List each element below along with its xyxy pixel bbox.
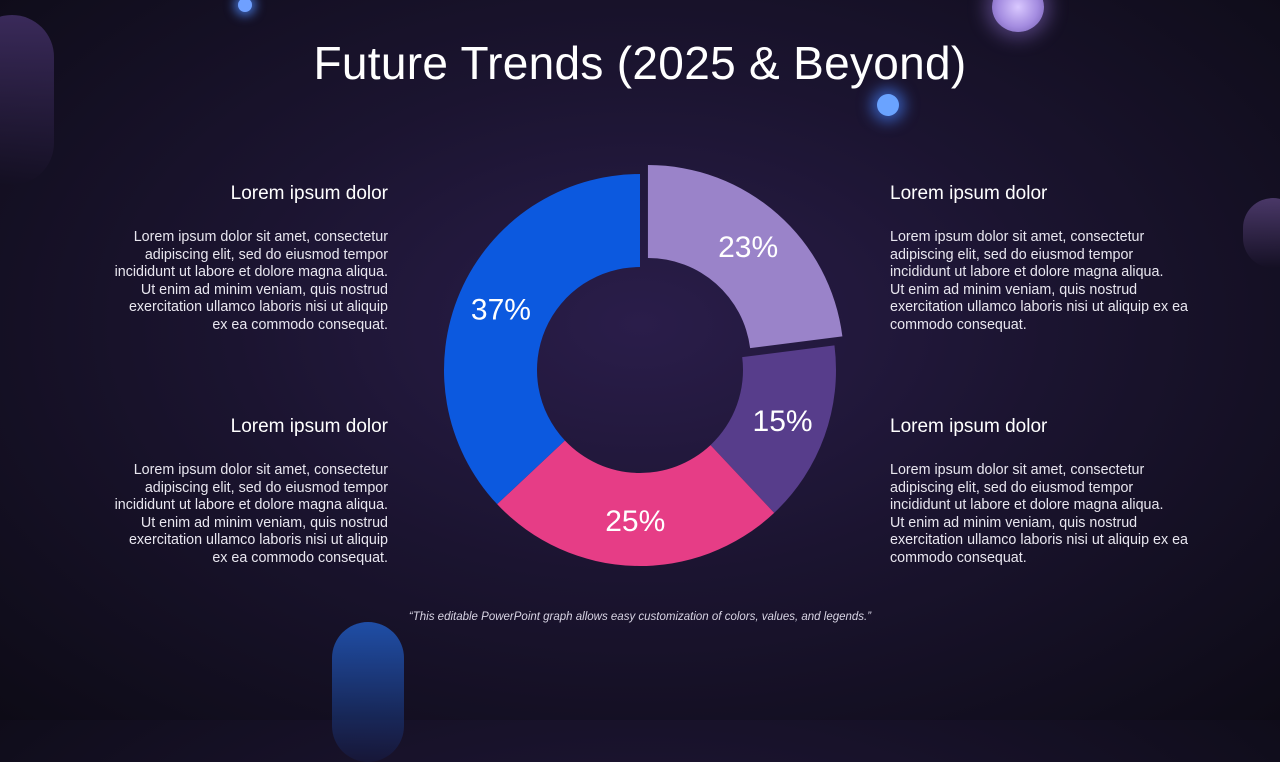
block-body-line-1: Lorem ipsum dolor sit amet, consectetur … bbox=[890, 462, 1164, 514]
slice-label-23: 23% bbox=[718, 231, 778, 264]
block-body-line-1: Lorem ipsum dolor sit amet, consectetur … bbox=[890, 229, 1164, 281]
block-body-line-1: Lorem ipsum dolor sit amet, consectetur … bbox=[114, 229, 388, 281]
block-body-line-2: Ut enim ad minim veniam, quis nostrud ex… bbox=[128, 514, 388, 566]
chart-caption: “This editable PowerPoint graph allows e… bbox=[408, 611, 872, 623]
block-heading: Lorem ipsum dolor bbox=[890, 183, 1048, 204]
block-body-line-2: Ut enim ad minim veniam, quis nostrud ex… bbox=[890, 281, 1189, 333]
slide-title: Future Trends (2025 & Beyond) bbox=[313, 37, 967, 89]
donut-slice-37 bbox=[444, 174, 640, 505]
slice-label-15: 15% bbox=[753, 405, 813, 438]
donut-slice-15 bbox=[710, 345, 836, 513]
slice-label-25: 25% bbox=[605, 505, 665, 538]
block-body-line-1: Lorem ipsum dolor sit amet, consectetur … bbox=[114, 462, 388, 514]
block-heading: Lorem ipsum dolor bbox=[890, 416, 1048, 437]
text-block-bottom-right: Lorem ipsum dolor Lorem ipsum dolor sit … bbox=[890, 416, 1190, 568]
donut-slice-25 bbox=[497, 440, 775, 566]
text-block-top-right: Lorem ipsum dolor Lorem ipsum dolor sit … bbox=[890, 183, 1190, 335]
donut-slice-23 bbox=[647, 164, 843, 349]
text-block-top-left: Lorem ipsum dolor Lorem ipsum dolor sit … bbox=[113, 183, 388, 335]
block-heading: Lorem ipsum dolor bbox=[230, 183, 388, 204]
block-body-line-2: Ut enim ad minim veniam, quis nostrud ex… bbox=[128, 281, 388, 333]
decorative-glow-dot-small bbox=[238, 0, 252, 12]
donut-chart: 23% 15% 25% 37% bbox=[444, 164, 843, 566]
text-block-bottom-left: Lorem ipsum dolor Lorem ipsum dolor sit … bbox=[113, 416, 388, 568]
decorative-pill-right bbox=[1243, 198, 1280, 268]
decorative-glow-dot bbox=[877, 94, 899, 116]
block-heading: Lorem ipsum dolor bbox=[230, 416, 388, 437]
block-body-line-2: Ut enim ad minim veniam, quis nostrud ex… bbox=[890, 514, 1189, 566]
slice-label-37: 37% bbox=[471, 293, 531, 326]
decorative-pill-top-left bbox=[0, 15, 54, 185]
